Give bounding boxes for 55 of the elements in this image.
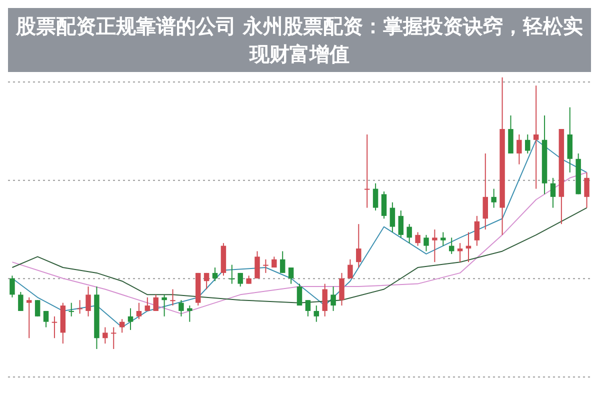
candlestick (153, 294, 158, 312)
candlestick (119, 318, 125, 334)
chart-title: 股票配资正规靠谱的公司 永州股票配资：掌握投资诀窍，轻松实现财富增值 (8, 8, 591, 72)
candlestick (254, 250, 260, 279)
candlestick (525, 134, 530, 154)
candlestick (584, 172, 590, 208)
candlestick (170, 288, 176, 306)
candlestick (77, 300, 82, 314)
candlestick (204, 272, 210, 290)
candlestick (348, 258, 353, 279)
candlestick (415, 232, 420, 246)
candlestick (178, 300, 184, 317)
candlestick (288, 267, 294, 284)
candlestick (52, 316, 58, 339)
candlestick (406, 224, 412, 244)
candlestick (550, 177, 556, 208)
candlestick (322, 283, 328, 317)
candlestick (482, 152, 488, 230)
candlestick (86, 286, 91, 317)
candlestick (68, 302, 74, 317)
candlestick (364, 134, 370, 208)
candlestick (18, 291, 24, 312)
candlestick (128, 308, 134, 330)
candlestick (440, 232, 446, 246)
candlestick (516, 134, 522, 165)
candlestick (212, 267, 218, 282)
candlestick (474, 215, 480, 246)
candlestick (110, 326, 116, 350)
candlestick (102, 326, 108, 344)
candlestick (356, 224, 362, 268)
candlestick (238, 272, 243, 288)
candlestick (339, 272, 344, 306)
candlestick (330, 286, 336, 312)
candlestick (398, 210, 404, 238)
candlestick (314, 305, 320, 322)
candlestick (187, 305, 192, 322)
candlestick (34, 300, 40, 317)
candlestick (263, 258, 268, 274)
candlestick (491, 188, 496, 208)
candlestick (162, 294, 167, 317)
candlestick (424, 234, 429, 252)
candlestick (136, 302, 142, 320)
candlestick (372, 182, 378, 211)
candlestick (26, 296, 32, 339)
candlestick (144, 296, 150, 312)
candlestick (229, 264, 235, 284)
candlestick (432, 229, 438, 263)
candlestick (533, 85, 539, 190)
candlestick (296, 283, 302, 306)
candlestick (381, 190, 387, 220)
candlestick (390, 202, 396, 233)
candlestick (280, 250, 286, 274)
candlestick (10, 275, 15, 298)
candlestick (305, 300, 311, 317)
candlestick (43, 310, 49, 328)
